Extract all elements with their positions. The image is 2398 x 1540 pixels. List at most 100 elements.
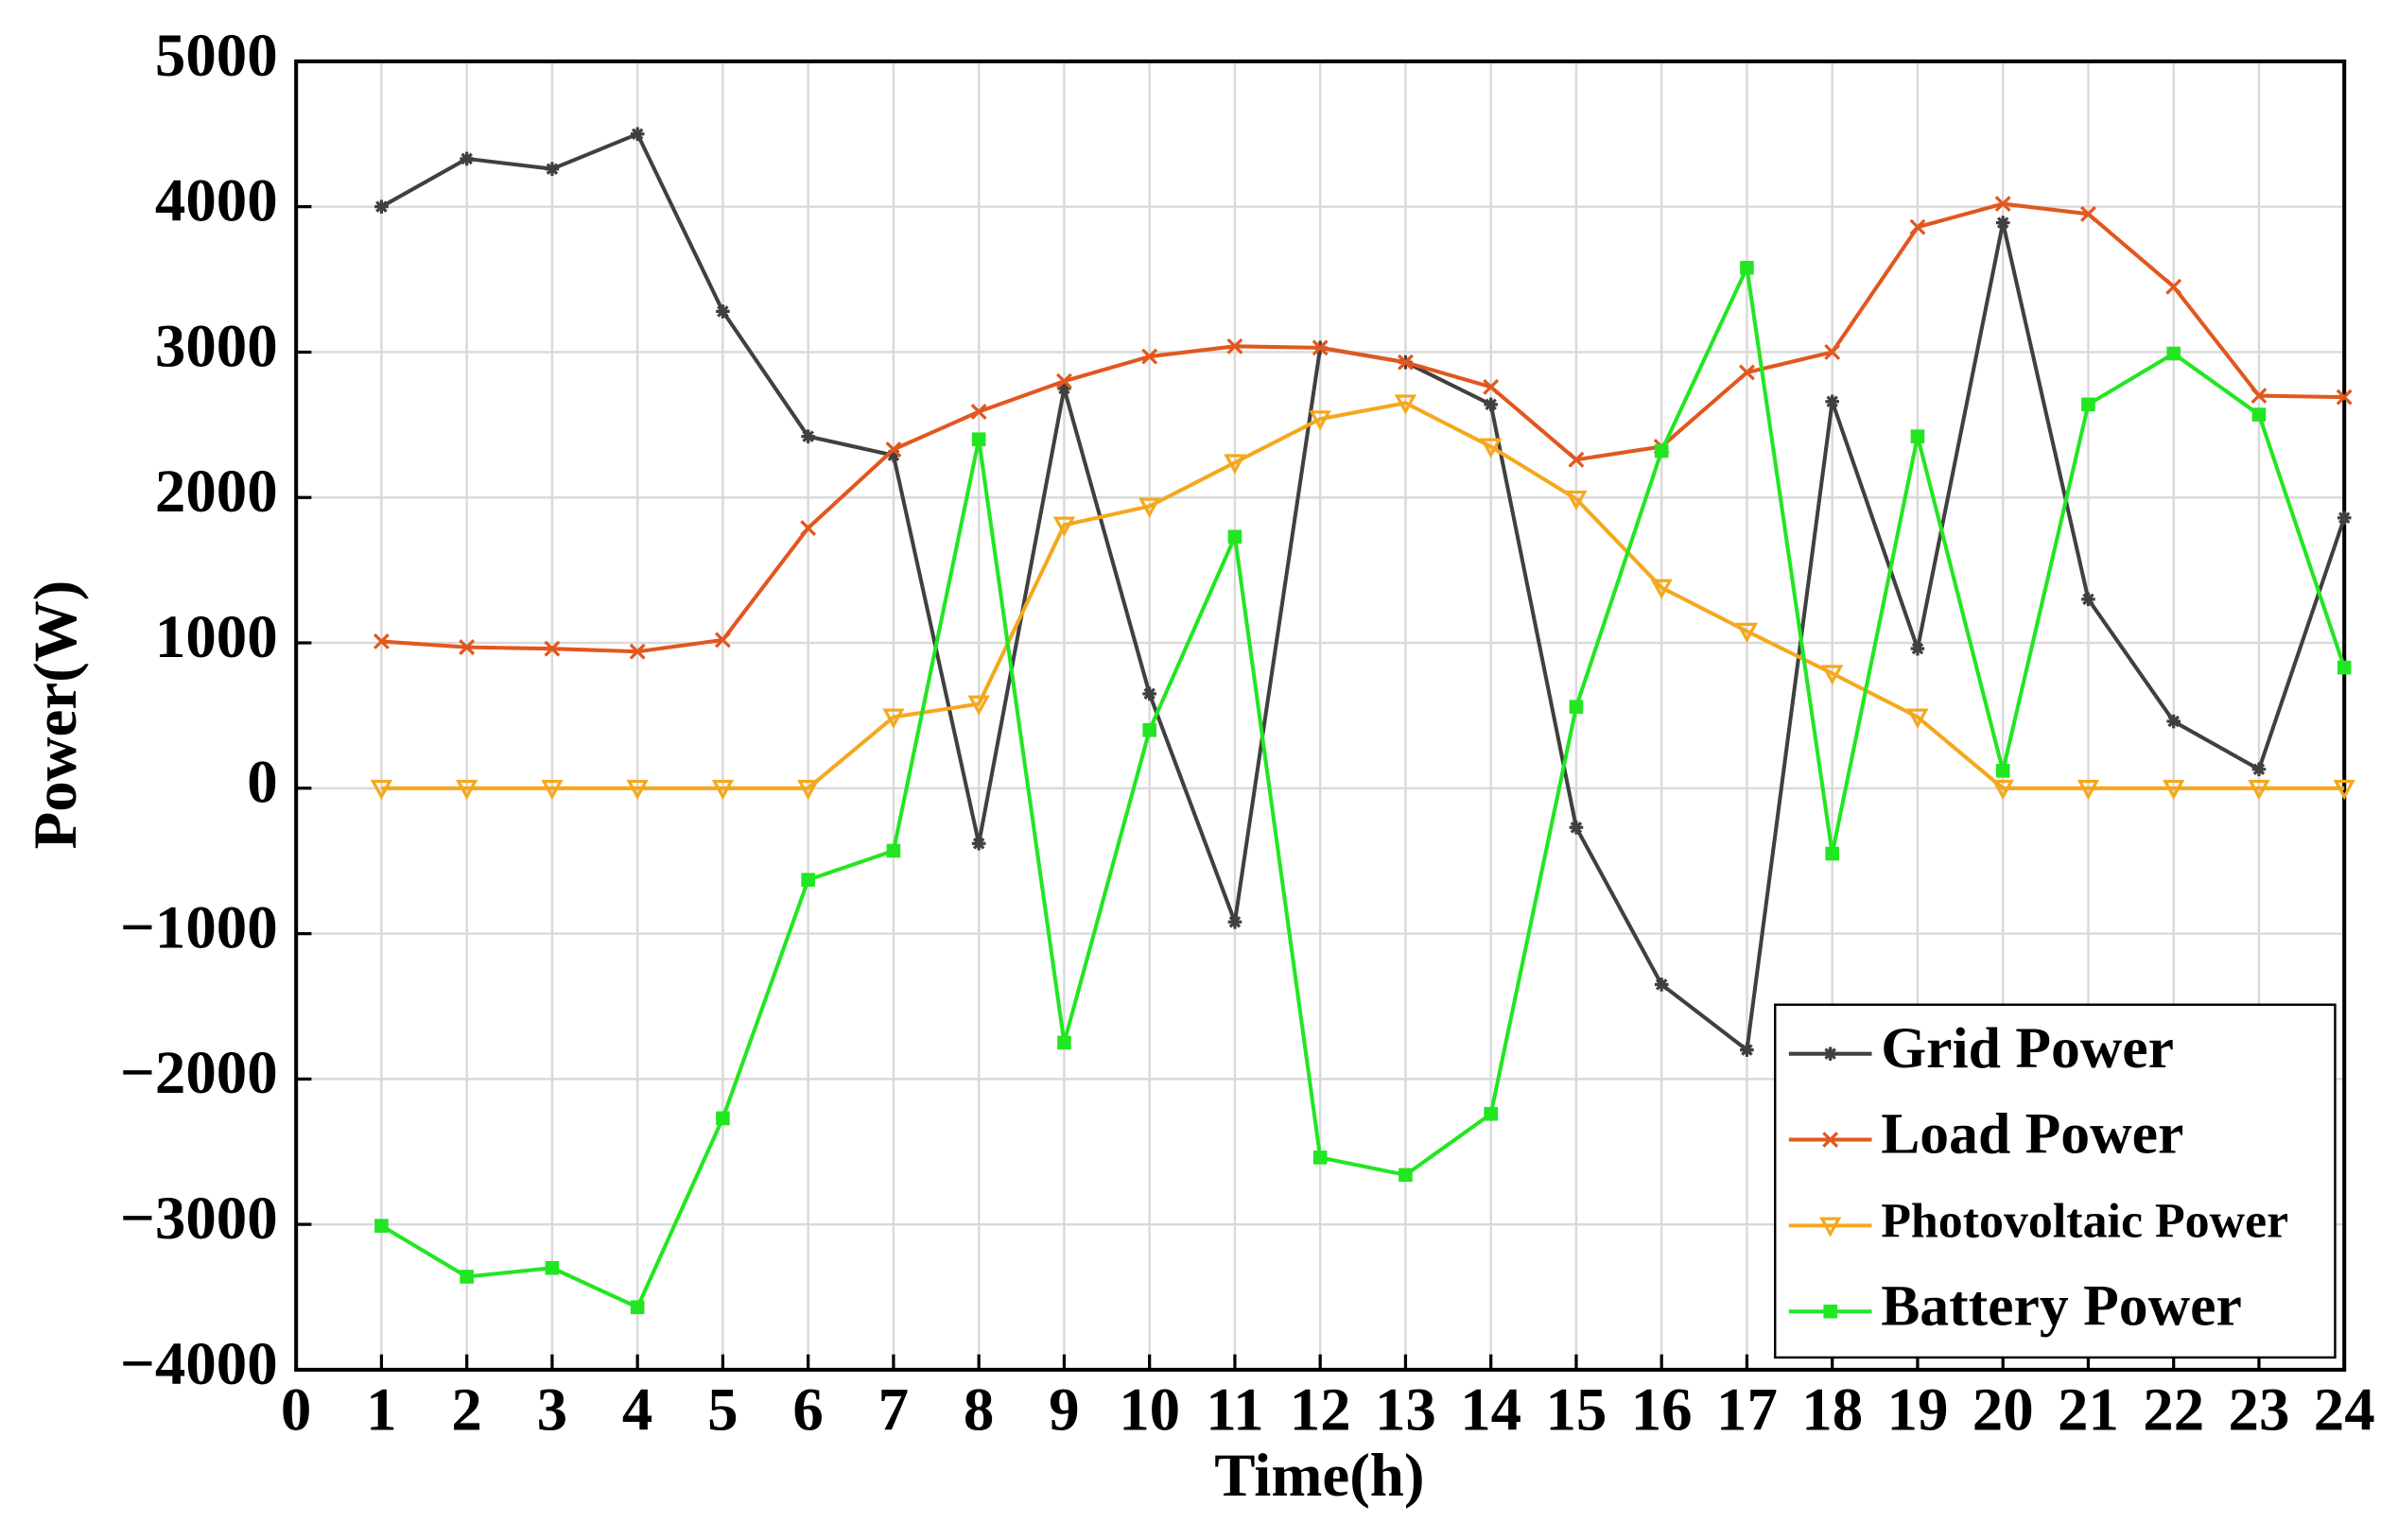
x-tick-label: 6 xyxy=(792,1376,823,1444)
marker xyxy=(1227,529,1242,545)
marker xyxy=(1399,1168,1413,1183)
marker xyxy=(1483,378,1500,395)
marker xyxy=(1480,438,1503,459)
marker xyxy=(459,639,476,656)
x-axis-label: Time(h) xyxy=(1214,1442,1424,1510)
marker xyxy=(716,304,730,319)
x-tick-label: 21 xyxy=(2058,1376,2119,1444)
legend-label: Photovoltaic Power xyxy=(1881,1194,2288,1248)
plot-frame xyxy=(294,59,2347,1372)
marker xyxy=(374,199,389,214)
x-tick-label: 7 xyxy=(878,1376,909,1444)
marker xyxy=(2337,510,2352,526)
marker xyxy=(541,779,564,801)
legend-label: Grid Power xyxy=(1881,1016,2174,1081)
marker xyxy=(801,873,815,887)
marker xyxy=(370,779,393,801)
marker xyxy=(1142,722,1156,737)
marker xyxy=(1825,846,1839,861)
marker xyxy=(1484,1106,1498,1121)
marker xyxy=(882,708,905,729)
marker xyxy=(1484,397,1498,412)
marker xyxy=(971,836,986,851)
x-tick-label: 2 xyxy=(451,1376,481,1444)
marker xyxy=(1654,443,1669,459)
marker xyxy=(1994,196,2011,213)
x-tick-label: 18 xyxy=(1801,1376,1863,1444)
legend-box xyxy=(1774,1003,2337,1359)
marker xyxy=(1650,579,1673,599)
y-tick-label: 1000 xyxy=(155,603,278,671)
y-tick-label: 5000 xyxy=(155,22,278,90)
marker xyxy=(1055,372,1072,389)
marker xyxy=(1825,394,1839,409)
marker xyxy=(2251,762,2267,777)
marker xyxy=(1397,354,1414,371)
marker xyxy=(1394,394,1417,415)
x-tick-label: 5 xyxy=(707,1376,738,1444)
x-tick-label: 16 xyxy=(1631,1376,1693,1444)
marker xyxy=(885,441,902,458)
marker xyxy=(714,632,731,649)
legend-label: Load Power xyxy=(1881,1102,2183,1167)
marker xyxy=(1995,764,2010,778)
marker xyxy=(374,1219,389,1233)
marker xyxy=(1142,686,1156,701)
marker xyxy=(2081,397,2095,412)
marker xyxy=(1226,337,1243,355)
marker xyxy=(1735,622,1759,644)
marker xyxy=(1569,700,1584,714)
marker xyxy=(1910,429,1925,443)
marker xyxy=(373,633,390,649)
marker xyxy=(1824,344,1841,360)
x-tick-label: 22 xyxy=(2143,1376,2204,1444)
marker xyxy=(1569,821,1584,835)
marker xyxy=(630,127,645,142)
y-tick-label: 0 xyxy=(247,749,277,817)
x-tick-label: 12 xyxy=(1290,1376,1351,1444)
x-tick-label: 20 xyxy=(1972,1376,2034,1444)
marker xyxy=(967,695,990,716)
marker xyxy=(460,151,474,166)
marker xyxy=(1138,497,1161,518)
marker xyxy=(545,1260,560,1275)
x-tick-label: 17 xyxy=(1716,1376,1778,1444)
marker xyxy=(1227,914,1242,929)
marker xyxy=(2166,346,2181,361)
marker xyxy=(629,643,646,660)
marker xyxy=(886,843,901,858)
marker xyxy=(1141,348,1158,365)
marker xyxy=(1991,779,2014,801)
marker xyxy=(1906,708,1929,729)
y-tick-label: 2000 xyxy=(155,458,278,526)
x-tick-label: 10 xyxy=(1119,1376,1180,1444)
y-tick-label: 4000 xyxy=(155,167,278,235)
x-tick-label: 23 xyxy=(2229,1376,2290,1444)
x-tick-label: 1 xyxy=(366,1376,396,1444)
y-tick-label: −4000 xyxy=(120,1330,278,1398)
marker xyxy=(2337,660,2352,675)
series-line xyxy=(380,261,2347,1310)
marker xyxy=(796,779,820,801)
marker xyxy=(2333,779,2355,801)
x-tick-label: 3 xyxy=(537,1376,567,1444)
marker xyxy=(970,404,987,420)
x-tick-label: 4 xyxy=(622,1376,652,1444)
y-tick-label: −3000 xyxy=(120,1185,278,1253)
marker xyxy=(1740,260,1754,275)
x-tick-label: 13 xyxy=(1375,1376,1436,1444)
marker xyxy=(1312,1151,1328,1165)
marker xyxy=(1224,454,1246,475)
marker xyxy=(1823,1047,1837,1061)
x-tick-label: 11 xyxy=(1206,1376,1263,1444)
marker xyxy=(2081,592,2095,607)
series-line xyxy=(381,401,2345,790)
marker xyxy=(2165,278,2182,295)
marker xyxy=(1822,1132,1839,1148)
marker xyxy=(2336,389,2353,406)
marker xyxy=(1654,978,1669,992)
marker xyxy=(1312,339,1329,356)
marker xyxy=(2077,779,2100,801)
y-axis-label: Power(W) xyxy=(22,580,90,850)
